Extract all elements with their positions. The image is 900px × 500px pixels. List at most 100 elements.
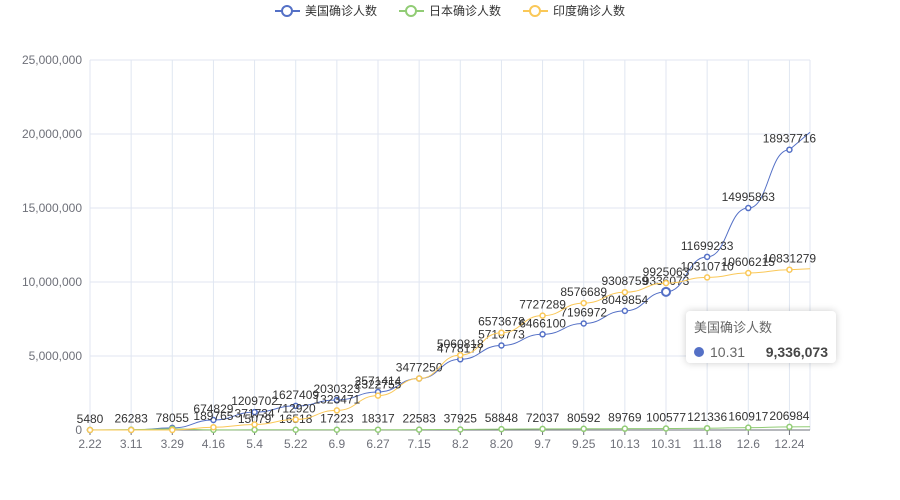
y-tick-label: 25,000,000 [22,53,82,67]
tooltip-series-dot [694,347,704,357]
legend-label: 印度确诊人数 [553,4,626,18]
data-point [333,426,341,433]
legend-item[interactable]: 日本确诊人数 [398,2,501,19]
y-tick-label: 0 [75,423,82,437]
data-point [539,331,546,338]
x-tick-label: 3.29 [161,437,185,451]
data-label: 11699233 [681,239,734,253]
x-tick-label: 9.25 [572,437,596,451]
x-tick-label: 12.6 [737,437,761,451]
legend-label: 美国确诊人数 [304,4,377,18]
legend-item[interactable]: 美国确诊人数 [274,2,377,19]
series-group: 6748291209702162740920303232571414347725… [86,131,817,434]
data-label: 2571414 [355,374,402,388]
data-label: 72037 [526,411,560,425]
data-point [745,204,752,212]
data-point [210,416,217,424]
x-tick-label: 8.20 [490,437,514,451]
x-tick-label: 6.9 [329,437,346,451]
data-label: 1627409 [272,388,319,402]
data-point [333,407,341,414]
data-label: 5480 [77,412,104,426]
x-tick-label: 6.27 [366,437,390,451]
data-point [580,425,587,433]
data-label: 18317 [361,412,395,426]
data-label: 14995863 [722,190,776,204]
data-point [539,312,546,319]
data-label: 10606215 [722,255,776,269]
data-point [251,408,258,416]
data-point [374,426,382,433]
data-point [580,320,587,327]
data-point [169,426,176,434]
data-label: 17223 [320,412,354,426]
data-point [415,426,423,433]
data-point [580,299,587,307]
x-tick-label: 7.15 [407,437,431,451]
data-label: 674829 [193,402,233,416]
data-point [786,146,793,153]
legend-swatch-icon [523,4,548,18]
data-label: 189765 [193,409,233,423]
tooltip-category: 10.31 [710,344,746,360]
data-label: 80592 [567,411,601,425]
series-line [89,131,811,431]
data-label: 78055 [156,411,190,425]
legend-swatch-icon [274,4,300,18]
highlighted-point [661,286,671,297]
data-label: 2322755 [355,378,402,392]
data-label: 100577 [646,411,686,425]
x-tick-label: 3.11 [120,437,143,451]
x-tick-label: 12.24 [774,437,804,451]
data-label: 5060818 [437,337,484,351]
data-label: 18937716 [763,132,817,146]
y-tick-label: 20,000,000 [22,127,82,141]
data-point [786,423,793,431]
data-point [415,375,423,382]
data-point [251,426,258,434]
data-point [251,421,258,428]
legend-item[interactable]: 印度确诊人数 [523,2,625,19]
data-label: 58848 [485,411,519,425]
data-label: 89769 [608,411,642,425]
data-label: 7727289 [519,298,566,312]
x-tick-label: 4.16 [202,437,226,451]
data-label: 8576689 [560,285,607,299]
data-point [498,329,505,336]
x-tick-label: 5.4 [246,437,263,451]
data-point [662,279,670,287]
data-label: 9925063 [643,265,690,279]
tooltip-value: 9,336,073 [765,344,828,360]
data-label: 9308759 [601,274,648,288]
data-point [210,423,217,431]
tooltip-title: 美国确诊人数 [694,320,773,335]
data-label: 26283 [114,412,148,426]
data-point [86,426,94,434]
data-label: 7196972 [560,305,607,319]
data-label: 1209702 [231,394,278,408]
data-label: 10310710 [680,259,734,273]
data-point [621,425,629,432]
data-point [292,416,299,423]
chart-tooltip: 美国确诊人数 10.31 9,336,073 [686,311,836,363]
data-label: 121336 [687,410,727,424]
y-tick-label: 5,000,000 [29,349,83,363]
data-label: 6466100 [519,316,566,330]
data-label: 1323471 [313,392,360,406]
x-tick-label: 11.18 [693,437,722,451]
x-tick-label: 8.2 [452,437,469,451]
series-line [89,426,811,431]
data-point [703,253,711,261]
data-point [498,342,505,349]
x-tick-label: 5.22 [284,437,308,451]
data-label: 6573678 [478,315,525,329]
data-label: 371734 [235,406,275,420]
x-tick-label: 9.7 [534,437,551,451]
x-tick-label: 2.22 [78,437,102,451]
data-label: 15079 [238,412,272,426]
data-point [292,426,299,434]
data-label: 10831279 [763,252,817,266]
legend-label: 日本确诊人数 [428,4,501,18]
